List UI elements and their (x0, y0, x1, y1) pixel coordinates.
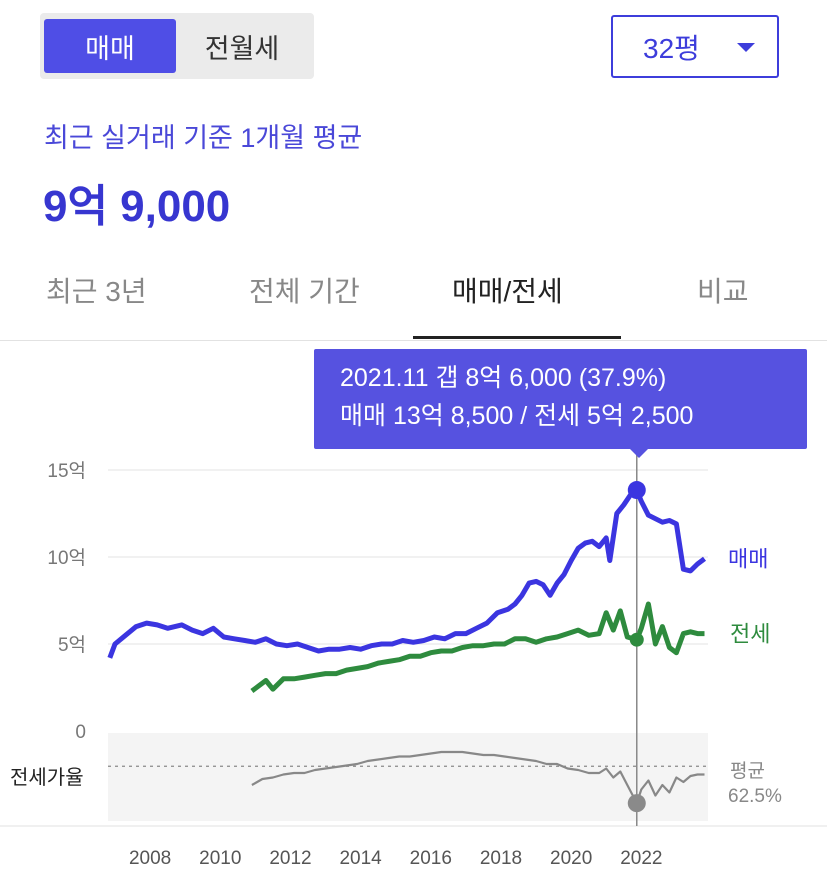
x-tick-label: 2010 (199, 848, 241, 869)
y-tick-label: 15억 (47, 460, 86, 482)
area-select[interactable]: 32평 (611, 15, 779, 78)
sale-series-label: 매매 (728, 547, 768, 572)
ratio-average-label: 평균 (730, 760, 765, 782)
tab-all-period[interactable]: 전체 기간 (249, 276, 360, 307)
tab-recent-3y[interactable]: 최근 3년 (46, 276, 147, 307)
jeonse-highlight-point (629, 632, 644, 647)
active-tab-indicator (413, 336, 621, 339)
x-tick-label: 2020 (550, 848, 592, 869)
area-select-value: 32평 (643, 32, 700, 64)
period-tabs: 최근 3년 전체 기간 매매/전세 비교 (0, 252, 827, 341)
price-caption: 최근 실거래 기준 1개월 평균 (44, 123, 363, 153)
ratio-highlight-point (627, 794, 646, 813)
tab-sale-jeonse[interactable]: 매매/전세 (452, 276, 563, 307)
y-tick-label: 0 (75, 722, 86, 743)
sale-highlight-point (627, 481, 646, 500)
tab-compare[interactable]: 비교 (697, 276, 749, 307)
x-tick-label: 2018 (480, 848, 522, 869)
sale-toggle-button[interactable]: 매매 (44, 19, 176, 73)
tooltip-arrow (630, 449, 648, 458)
y-tick-label: 5억 (58, 634, 86, 656)
trade-type-toggle: 매매 전월세 (40, 13, 314, 79)
jeonse-line (250, 601, 705, 694)
x-tick-label: 2008 (129, 848, 171, 869)
x-tick-label: 2016 (410, 848, 452, 869)
ratio-line (251, 750, 705, 805)
x-tick-label: 2014 (339, 848, 382, 869)
jeonse-toggle-button[interactable]: 전월세 (204, 33, 280, 64)
x-tick-label: 2022 (620, 848, 662, 869)
ratio-panel-background (108, 733, 708, 821)
sale-line (107, 487, 707, 659)
x-tick-label: 2012 (269, 848, 311, 869)
ratio-average-value: 62.5% (728, 786, 782, 807)
y-tick-label: 10억 (47, 547, 86, 569)
jeonse-series-label: 전세 (730, 622, 770, 647)
average-price: 9억 9,000 (43, 182, 231, 231)
tooltip-gap-line: 2021.11 갭 8억 6,000 (37.9%) (340, 364, 667, 392)
ratio-row-label: 전세가율 (10, 766, 84, 789)
chart-tooltip: 2021.11 갭 8억 6,000 (37.9%) 매매 13억 8,500 … (314, 349, 807, 458)
tooltip-price-line: 매매 13억 8,500 / 전세 5억 2,500 (340, 402, 694, 430)
caret-down-icon (737, 43, 755, 52)
